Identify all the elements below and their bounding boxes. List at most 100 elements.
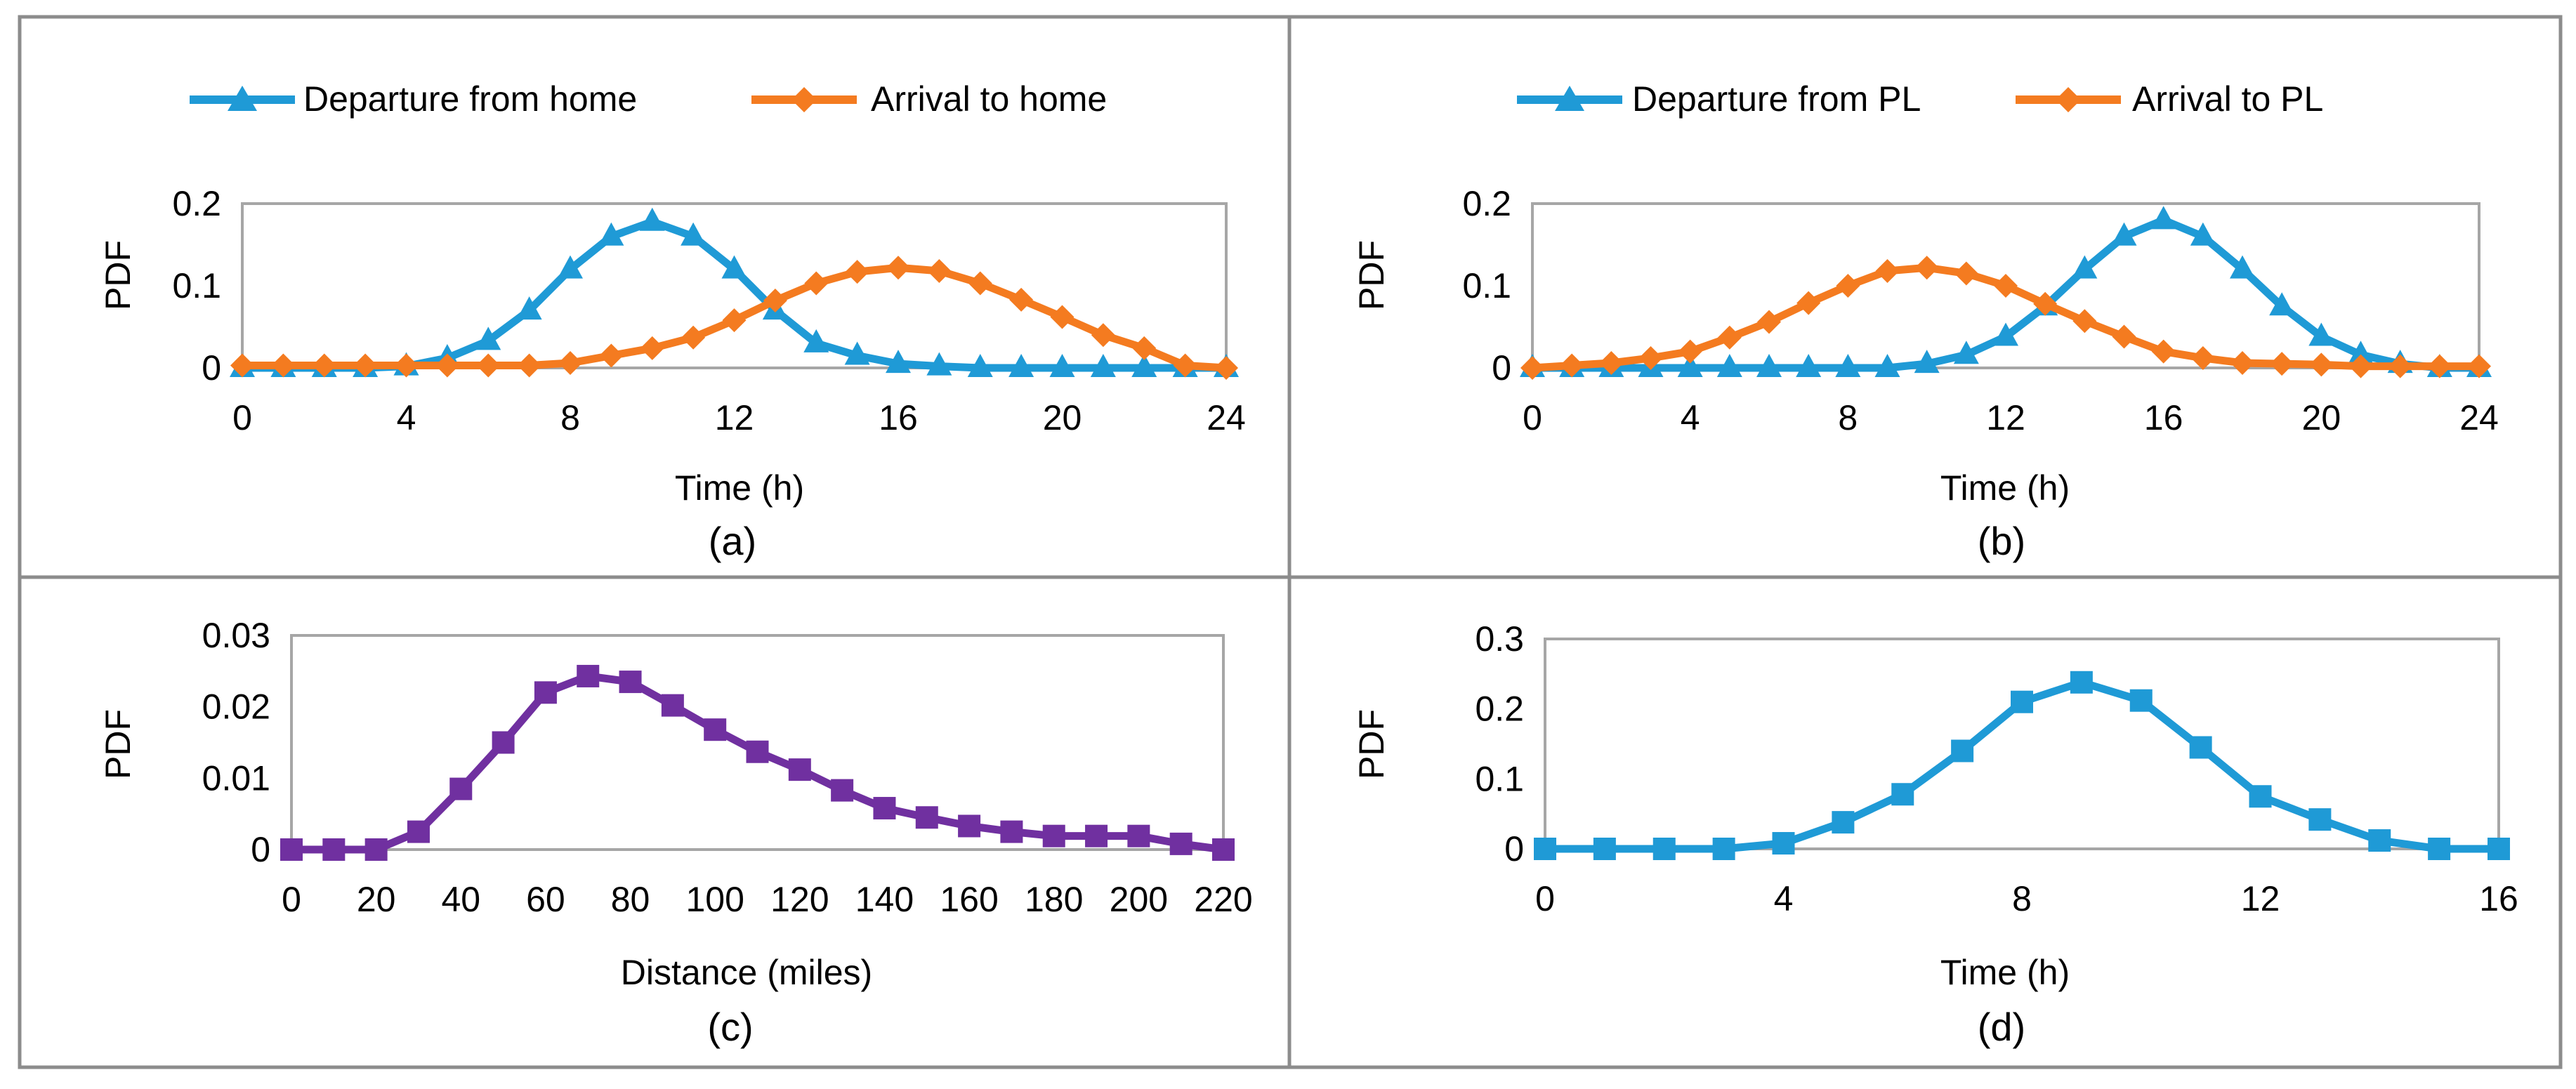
data-point-square [1712,838,1735,860]
data-point-square [492,731,515,754]
x-tick-label: 100 [685,880,744,919]
x-tick-label: 16 [2144,398,2183,437]
y-tick-label: 0 [251,830,270,869]
panel-d: 0 0.1 0.2 0.3 0 4 8 12 16 Time (h) (d) PDF [1287,575,2563,1069]
data-point-diamond [927,258,952,283]
panel-a: Departure from home Arrival to home 0 0.1… [18,15,1292,579]
y-axis-label-c: PDF [98,709,138,779]
data-point-triangle [1914,350,1940,374]
panel-c: 0 0.01 0.02 0.03 0 20 40 60 80 100 120 140 160 180 200… [18,575,1292,1069]
x-tick-label: 120 [770,880,829,919]
data-point-square [873,797,896,820]
data-point-triangle [516,296,542,320]
data-point-triangle [2150,206,2176,230]
data-point-square [534,681,557,704]
data-point-diamond [599,343,624,368]
data-point-triangle [558,255,583,279]
x-tick-label: 12 [715,398,754,437]
data-point-square [1042,824,1065,847]
data-point-square [704,718,727,741]
legend-label-departure-pl: Departure from PL [1632,79,1921,119]
x-tick-label: 12 [1986,398,2025,437]
data-point-diamond [435,353,459,378]
x-tick-label: 12 [2241,879,2280,918]
x-tick-label: 16 [2479,879,2518,918]
panel-b: Departure from PL Arrival to PL 00.10.20… [1287,15,2563,579]
data-point-diamond [804,271,829,296]
panel-label-c: (c) [707,1005,753,1049]
x-tick-label: 4 [397,398,416,437]
data-point-triangle [475,326,501,350]
panel-a-legend: Departure from home Arrival to home [190,79,1107,119]
data-point-diamond [353,353,378,378]
data-point-diamond [1520,356,1544,380]
data-point-diamond [2072,309,2097,334]
y-tick-label: 0.02 [202,687,270,727]
data-point-triangle [1796,354,1822,377]
x-tick-label: 80 [611,880,650,919]
x-tick-label: 0 [1523,398,1542,437]
data-point-triangle [1756,354,1782,377]
data-point-triangle [2348,341,2374,364]
data-point-triangle [2230,255,2255,279]
data-point-square [1832,811,1855,834]
data-point-triangle [2308,322,2334,346]
data-point-square [2488,838,2510,860]
data-point-square [2189,736,2212,759]
data-point-diamond [271,353,296,378]
y-axis-label-a: PDF [98,240,138,310]
data-point-triangle [1716,354,1742,377]
y-axis-label-b: PDF [1352,240,1391,310]
plot-frame [241,202,1228,369]
data-point-diamond [2190,345,2215,370]
y-tick-label: 0.1 [1462,266,1511,305]
y-tick-label: 0.2 [172,184,221,223]
data-point-square [2428,838,2451,860]
x-tick-label: 4 [1681,398,1700,437]
x-axis-label-c: Distance (miles) [621,953,872,992]
data-point-triangle [2269,292,2295,316]
data-point-triangle [639,207,665,231]
data-point-diamond [312,353,336,378]
data-point-triangle [1677,354,1703,377]
data-point-square [831,779,854,802]
y-tick-label: 0.1 [1475,759,1524,798]
x-tick-label: 180 [1025,880,1083,919]
data-point-triangle [1835,354,1861,377]
data-point-triangle [803,329,829,352]
legend-label-arrival-pl: Arrival to PL [2132,79,2323,119]
data-point-square [958,814,981,838]
x-tick-label: 8 [1838,398,1858,437]
legend-marker-triangle-icon [228,86,257,111]
data-point-diamond [1836,274,1860,298]
data-point-square [1951,739,1974,763]
x-tick-label: 0 [232,398,252,437]
plot-area-b: 0 0.1 0.2 0 4 8 12 16 20 24 [1462,184,2498,437]
x-tick-label: 140 [855,880,914,919]
panel-b-legend: Departure from PL Arrival to PL [1517,79,2323,119]
data-point-diamond [2427,354,2452,378]
data-point-square [661,694,684,717]
legend-label-arrival-home: Arrival to home [871,79,1107,119]
data-point-diamond [1875,258,1900,283]
data-point-square [2249,785,2272,808]
data-point-diamond [2348,354,2373,378]
x-tick-label: 0 [1535,879,1555,918]
data-point-diamond [1638,345,1663,370]
data-point-triangle [721,255,747,279]
data-point-triangle [926,352,952,376]
y-tick-label: 0.3 [1475,619,1524,659]
data-point-diamond [2467,354,2491,378]
y-tick-label: 0.03 [202,616,270,655]
data-point-diamond [1599,350,1624,375]
data-point-diamond [1173,353,1197,378]
plot-frame [290,634,1225,851]
data-point-square [1212,838,1235,861]
legend-marker-triangle-icon [1555,86,1584,111]
x-tick-label: 40 [441,880,480,919]
data-point-diamond [1560,353,1584,378]
data-point-diamond [1214,356,1238,380]
data-point-triangle [844,341,870,365]
data-point-diamond [2112,324,2136,349]
